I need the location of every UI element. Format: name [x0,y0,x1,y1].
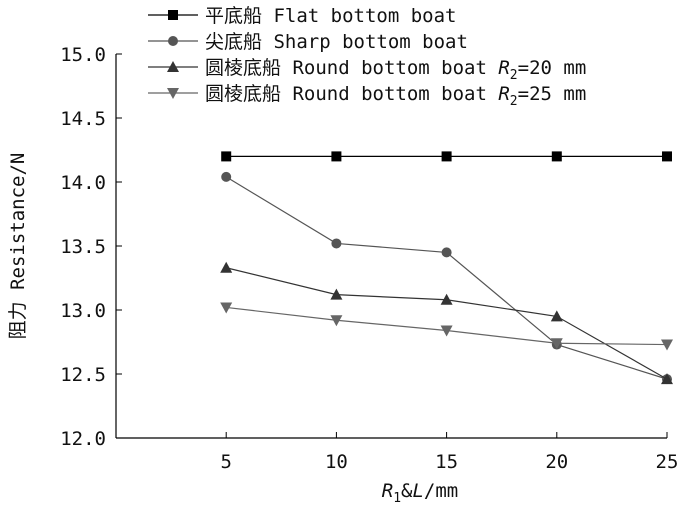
series-3-point [220,261,233,273]
series-line-3 [226,267,668,380]
legend: 平底船 Flat bottom boat 尖底船 Sharp bottom boa… [148,5,586,109]
series-3-point [550,310,563,322]
y-tick-label: 15.0 [60,44,106,66]
x-tick-label: 20 [545,451,568,473]
series-4-point [550,338,563,350]
legend-label-4: 圆棱底船 Round bottom boat R2=25 mm [205,83,586,109]
legend-marker-2 [168,36,178,46]
legend-label-3: 圆棱底船 Round bottom boat R2=20 mm [205,57,586,83]
x-axis-title: R1&L/mm [382,480,459,506]
x-tick-label: 5 [220,451,231,473]
y-axis-title: 阻力 Resistance/N [7,153,29,340]
legend-label-1: 平底船 Flat bottom boat [205,5,456,27]
series-4-point [220,302,233,314]
series-2-point [441,247,452,258]
legend-marker-4 [167,88,179,99]
y-tick-label: 14.0 [60,172,106,194]
series-4-point [440,325,453,337]
series-3-point [330,288,343,300]
series-4-point [330,315,343,327]
legend-marker-1 [168,10,178,20]
series-1-point [441,151,452,162]
series-3-point [661,373,673,385]
x-tick-label: 25 [656,451,679,473]
y-tick-label: 14.5 [60,108,106,130]
y-tick-label: 13.0 [60,300,106,322]
x-tick-label: 15 [435,451,458,473]
plot-area [220,151,673,385]
series-2-point [221,171,232,182]
legend-label-2: 尖底船 Sharp bottom boat [205,31,468,53]
series-1-point [331,151,342,162]
legend-marker-3 [167,61,179,72]
series-1-point [221,151,232,162]
series-1-point [551,151,562,162]
axes: 12.0 12.5 13.0 13.5 14.0 14.5 15.0 5 10 15 20 25 R1&… [7,44,678,506]
series-3-point [440,293,453,305]
y-tick-label: 12.5 [60,364,106,386]
series-1-point [662,151,672,162]
series-4-point [661,339,673,351]
x-tick-label: 10 [325,451,348,473]
y-tick-label: 13.5 [60,236,106,258]
series-2-point [331,238,342,249]
y-tick-label: 12.0 [60,428,106,450]
series-line-2 [225,176,668,380]
